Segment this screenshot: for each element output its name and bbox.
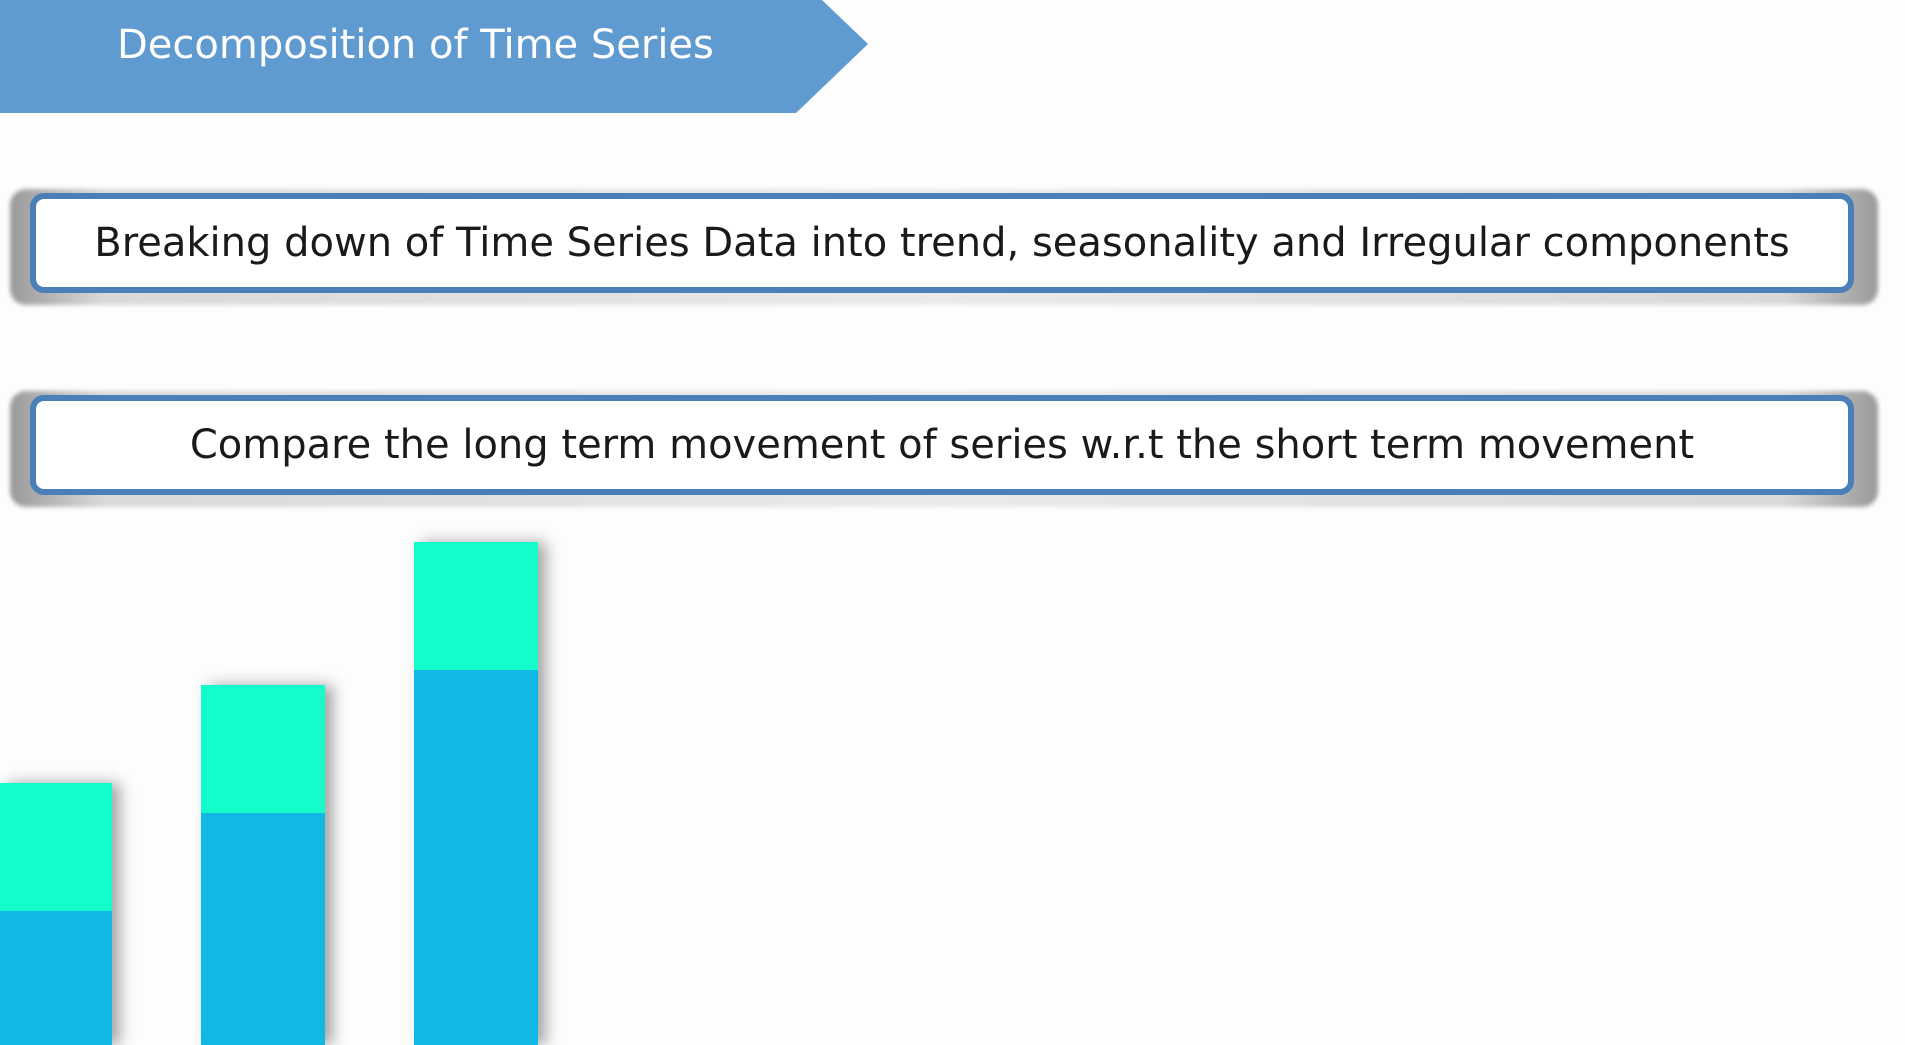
decorative-bar-1 (0, 783, 112, 1045)
bar-bottom-segment (201, 813, 325, 1045)
bar-top-segment (201, 685, 325, 813)
decorative-bar-3 (414, 542, 538, 1045)
bar-bottom-segment (414, 670, 538, 1045)
point-box-2: Compare the long term movement of series… (30, 395, 1854, 495)
point-text-1: Breaking down of Time Series Data into t… (94, 220, 1790, 266)
bar-top-segment (414, 542, 538, 670)
point-box-1: Breaking down of Time Series Data into t… (30, 193, 1854, 293)
bar-top-segment (0, 783, 112, 911)
title-banner (0, 0, 868, 113)
slide-title: Decomposition of Time Series (117, 22, 714, 68)
bar-bottom-segment (0, 911, 112, 1045)
decorative-bar-2 (201, 685, 325, 1045)
point-text-2: Compare the long term movement of series… (189, 422, 1695, 468)
